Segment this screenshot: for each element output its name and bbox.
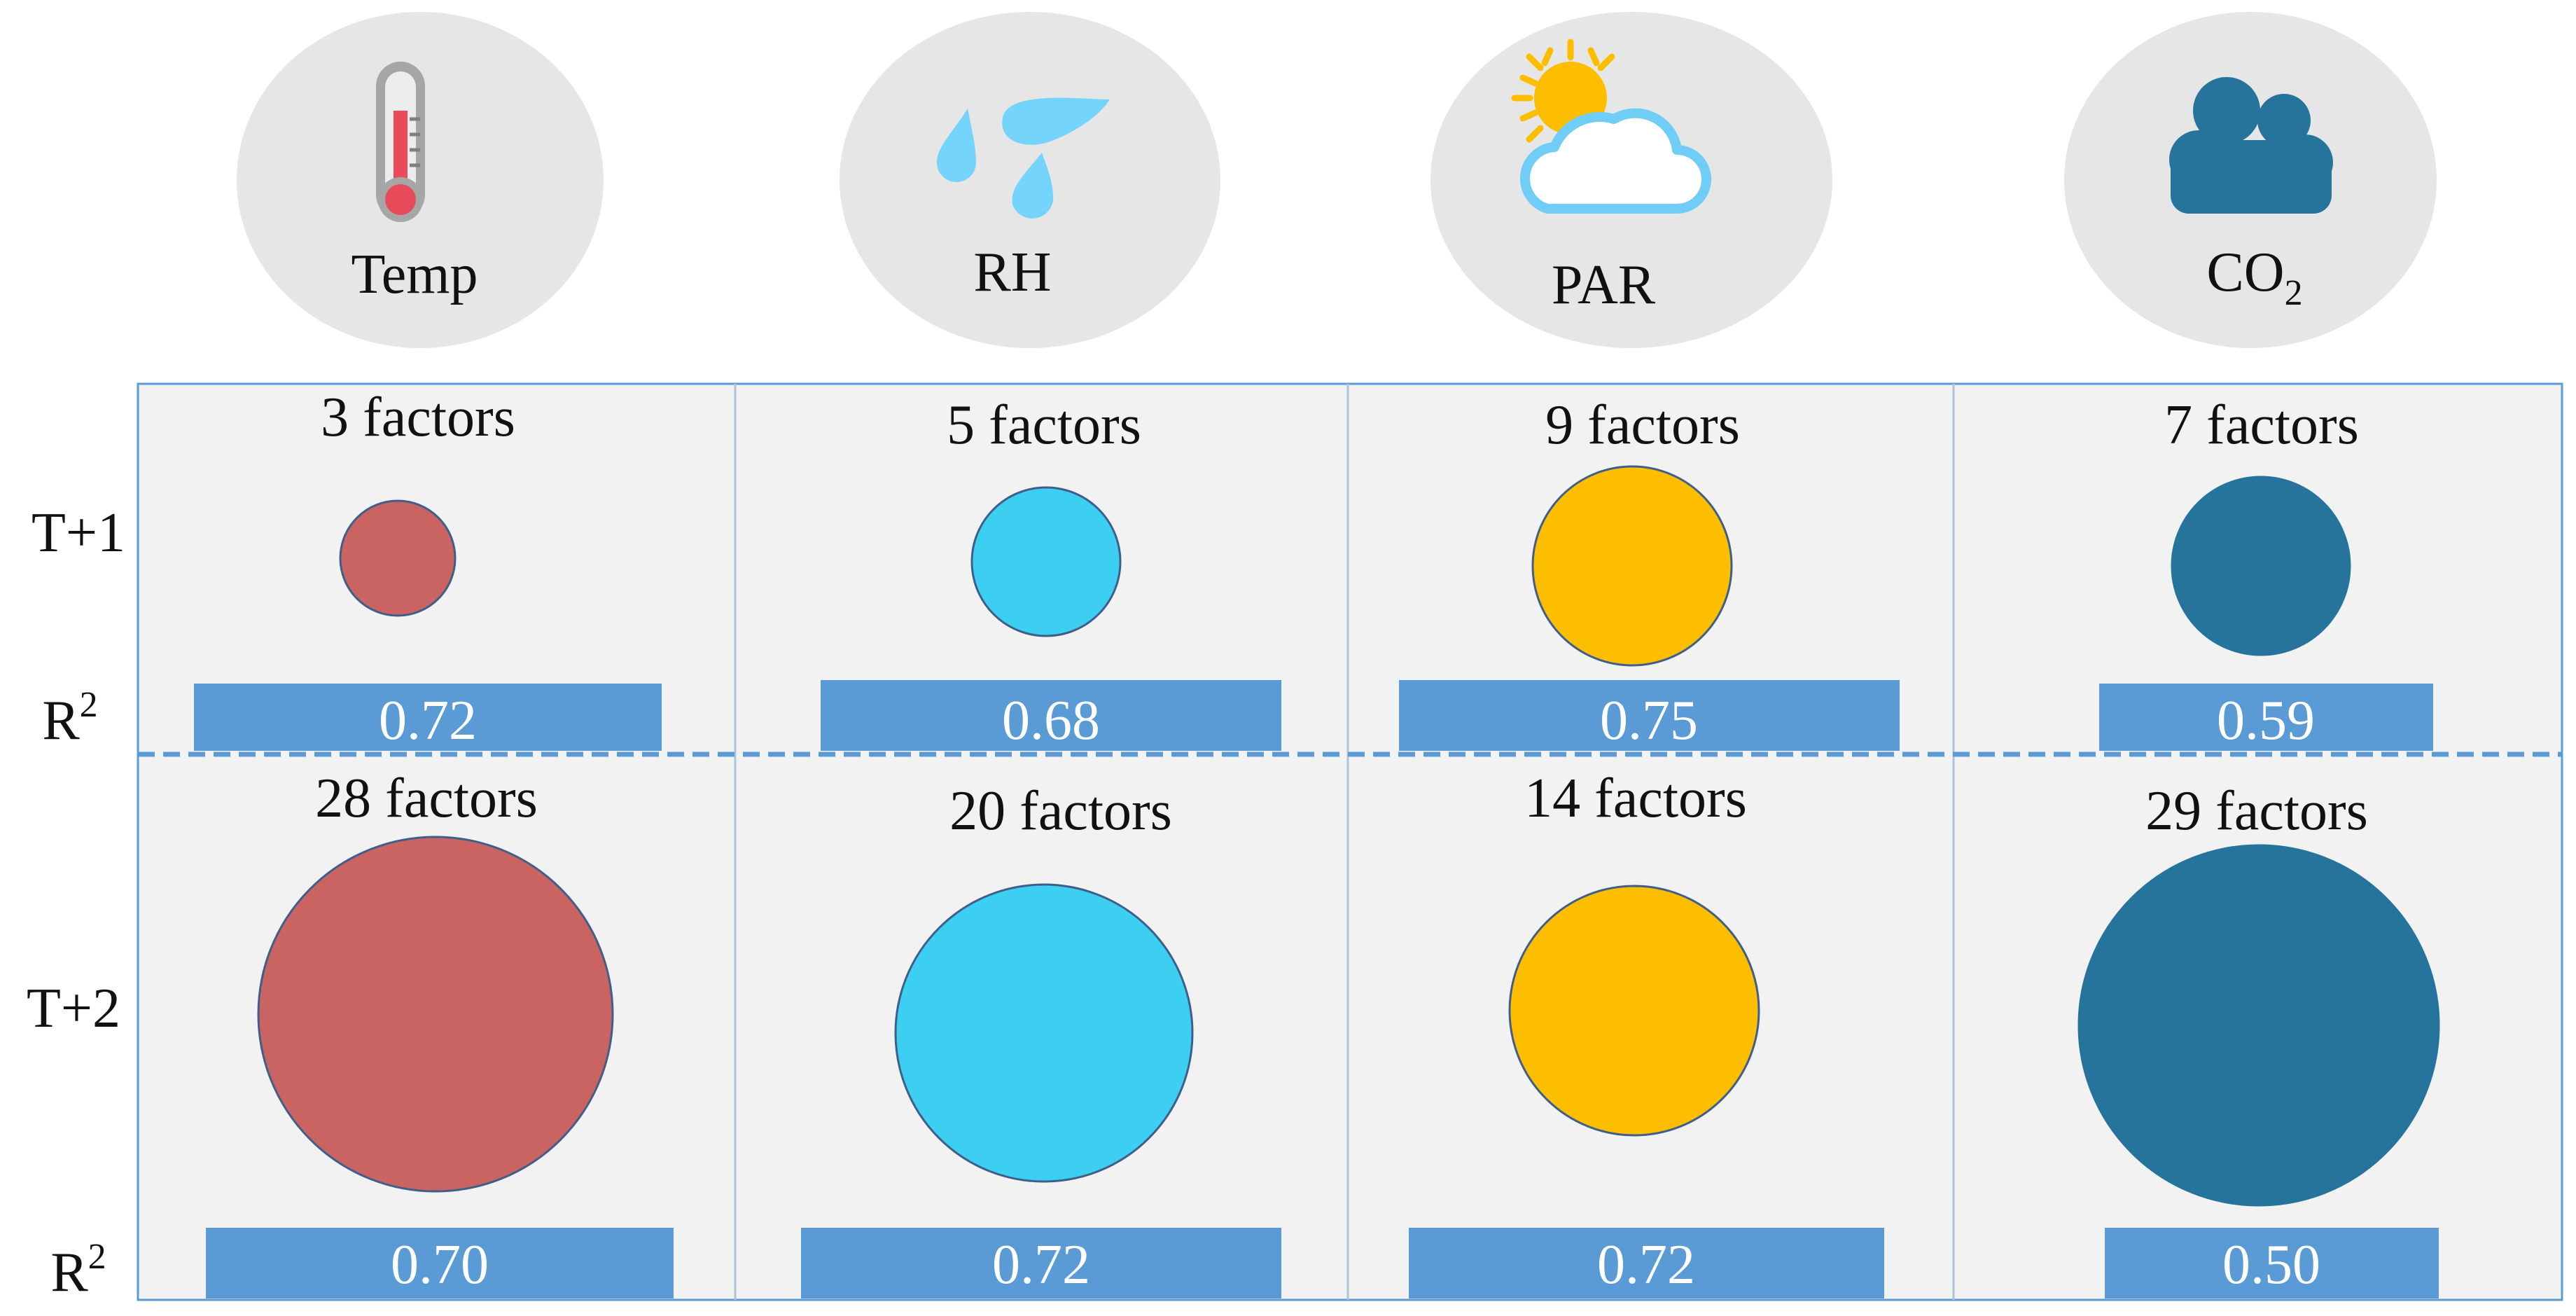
r2-bar [821, 680, 1281, 751]
factors-label: 5 factors [947, 394, 1141, 456]
r2-letter: R [50, 1242, 88, 1303]
water-drops-icon [937, 97, 1110, 219]
header-par: PAR [1430, 12, 1832, 348]
r2-bar [206, 1228, 674, 1298]
r2-superscript: 2 [80, 685, 98, 725]
header-rh: RH [840, 12, 1220, 348]
factor-circle [1531, 465, 1733, 667]
r2-value: 0.72 [992, 1234, 1090, 1296]
factor-circle [970, 486, 1122, 637]
header-temp: Temp [237, 12, 604, 348]
row-label-t2: T+2 [27, 978, 120, 1039]
factors-label: 7 factors [2164, 394, 2359, 456]
cloud-icon [2169, 77, 2333, 214]
sun-cloud-icon [1511, 39, 1711, 214]
row-label-t1: T+1 [32, 502, 125, 564]
r2-value: 0.75 [1600, 690, 1698, 751]
co2-base: CO [2206, 242, 2284, 303]
factors-label: 20 factors [949, 780, 1172, 842]
factors-label: 14 factors [1524, 768, 1747, 829]
variable-label-temp: Temp [351, 244, 478, 305]
factor-circle [339, 499, 457, 617]
co2-subscript: 2 [2285, 273, 2303, 313]
header-co2: CO2 [2064, 12, 2437, 348]
r2-superscript: 2 [88, 1237, 106, 1277]
factor-circle [2171, 476, 2351, 656]
factor-circle [894, 883, 1194, 1183]
factors-label: 9 factors [1545, 394, 1740, 456]
r2-bar [1399, 680, 1900, 751]
r2-value: 0.50 [2222, 1234, 2320, 1296]
factor-circle [1508, 885, 1760, 1137]
factors-label: 29 factors [2145, 780, 2368, 842]
r2-value: 0.59 [2217, 690, 2315, 751]
factors-label: 3 factors [321, 387, 515, 448]
thermometer-icon [376, 62, 425, 222]
r2-value: 0.68 [1002, 690, 1100, 751]
variable-label-par: PAR [1552, 254, 1656, 316]
factors-label: 28 factors [315, 768, 538, 829]
r2-value: 0.70 [391, 1234, 489, 1296]
variable-label-co2: CO2 [2206, 242, 2302, 313]
r2-label-t2: R2 [50, 1237, 106, 1303]
r2-letter: R [42, 690, 80, 751]
factor-circle [257, 836, 614, 1193]
r2-bar [194, 684, 662, 751]
r2-bar [2105, 1228, 2439, 1298]
r2-label-t1: R2 [42, 685, 97, 751]
factor-circle [2077, 844, 2440, 1207]
r2-value: 0.72 [1597, 1234, 1695, 1296]
r2-bar [2099, 684, 2433, 751]
r2-bar [801, 1228, 1281, 1298]
variable-label-rh: RH [973, 242, 1051, 303]
r2-value: 0.72 [379, 690, 477, 751]
r2-bar [1409, 1228, 1884, 1298]
